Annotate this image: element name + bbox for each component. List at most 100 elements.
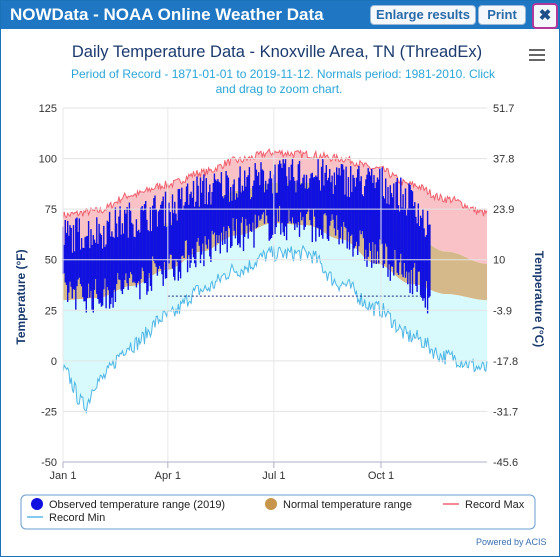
observed-range-bar [310,173,312,225]
observed-range-bar [73,251,76,290]
observed-range-bar [150,231,153,291]
observed-range-bar [155,209,157,267]
observed-range-bar [251,197,253,232]
observed-range-bar [100,234,103,307]
legend-symbol-dot [265,498,277,510]
x-tick-label: Apr 1 [155,470,181,482]
observed-range-bar [214,179,217,251]
observed-range-bar [234,199,237,239]
observed-range-bar [160,204,162,269]
observed-range-bar [188,204,190,255]
observed-range-bar [211,192,213,231]
observed-range-bar [287,185,289,224]
chart-legend: Observed temperature range (2019) Normal … [20,494,536,530]
observed-range-bar [425,235,428,282]
observed-range-bar [125,213,127,274]
observed-range-bar [68,235,70,293]
observed-range-bar [396,178,398,273]
observed-range-bar [387,187,389,277]
observed-range-bar [64,220,66,283]
observed-range-bar [210,204,212,262]
observed-range-bar [315,175,317,242]
observed-range-bar [305,174,308,214]
observed-range-bar [179,199,182,279]
close-icon[interactable]: ✖ [532,3,558,29]
observed-range-bar [379,168,381,240]
observed-range-bar [174,201,176,281]
observed-range-bar [197,185,199,238]
observed-range-bar [84,237,86,302]
observed-range-bar [385,178,387,244]
observed-range-bar [389,185,391,281]
observed-range-bar [412,206,415,268]
observed-range-bar [322,159,324,239]
observed-range-bar [72,225,75,290]
observed-range-bar [306,189,309,212]
observed-range-bar [184,202,186,241]
y-tick-label-left: 125 [39,103,57,115]
observed-range-bar [224,195,226,244]
observed-range-bar [372,182,374,243]
observed-range-bar [375,182,377,264]
observed-range-bar [263,192,266,224]
observed-range-bar [112,236,114,308]
observed-range-bar [303,174,305,230]
observed-range-bar [204,204,206,237]
observed-range-bar [138,229,140,282]
observed-range-bar [331,175,333,215]
observed-range-bar [244,170,246,237]
observed-range-bar [276,192,278,209]
observed-range-bar [114,207,117,302]
observed-range-bar [193,206,196,264]
x-tick-label: Jan 1 [50,470,77,482]
observed-range-bar [325,165,327,216]
observed-range-bar [225,171,227,231]
observed-range-bar [230,187,232,248]
observed-range-bar [339,175,341,238]
observed-range-bar [213,173,216,233]
chart-menu-icon[interactable] [529,49,545,61]
print-button[interactable]: Print [478,5,526,25]
observed-range-bar [94,242,97,279]
observed-range-bar [261,169,263,215]
observed-range-bar [347,177,350,233]
observed-range-bar [391,197,394,267]
enlarge-results-button[interactable]: Enlarge results [370,5,476,25]
y-tick-label-right: 23.9 [493,204,514,216]
observed-range-bar [423,228,425,299]
observed-range-bar [401,207,403,275]
chart-title: Daily Temperature Data - Knoxville Area,… [72,43,482,61]
observed-range-bar [97,243,99,299]
observed-range-bar [65,232,68,285]
observed-range-bar [93,239,96,291]
observed-range-bar [67,220,69,302]
observed-range-bar [192,180,195,258]
observed-range-bar [173,213,175,277]
observed-range-bar [96,217,98,294]
observed-range-bar [386,203,388,247]
observed-range-bar [232,184,234,219]
observed-range-bar [161,201,163,275]
observed-range-bar [131,222,133,275]
y-tick-label-right: -31.7 [493,406,518,418]
observed-range-bar [337,174,339,230]
y-tick-label-left: 100 [39,154,57,166]
observed-range-bar [135,219,138,288]
temperature-chart[interactable]: Daily Temperature Data - Knoxville Area,… [1,29,559,555]
observed-range-bar [360,176,362,235]
observed-range-bar [411,191,414,295]
observed-range-bar [63,244,65,274]
observed-range-bar [350,166,352,236]
y-tick-label-right: -3.9 [493,305,512,317]
observed-range-bar [354,186,357,246]
observed-range-bar [352,174,354,257]
observed-range-bar [221,196,224,245]
powered-by-acis-link[interactable]: Powered by ACIS [476,537,547,547]
observed-range-bar [330,182,332,221]
observed-range-bar [177,189,179,281]
observed-range-bar [312,177,315,210]
observed-range-bar [274,164,276,234]
observed-range-bar [308,187,310,209]
observed-range-bar [127,237,129,290]
observed-range-bar [267,183,269,223]
